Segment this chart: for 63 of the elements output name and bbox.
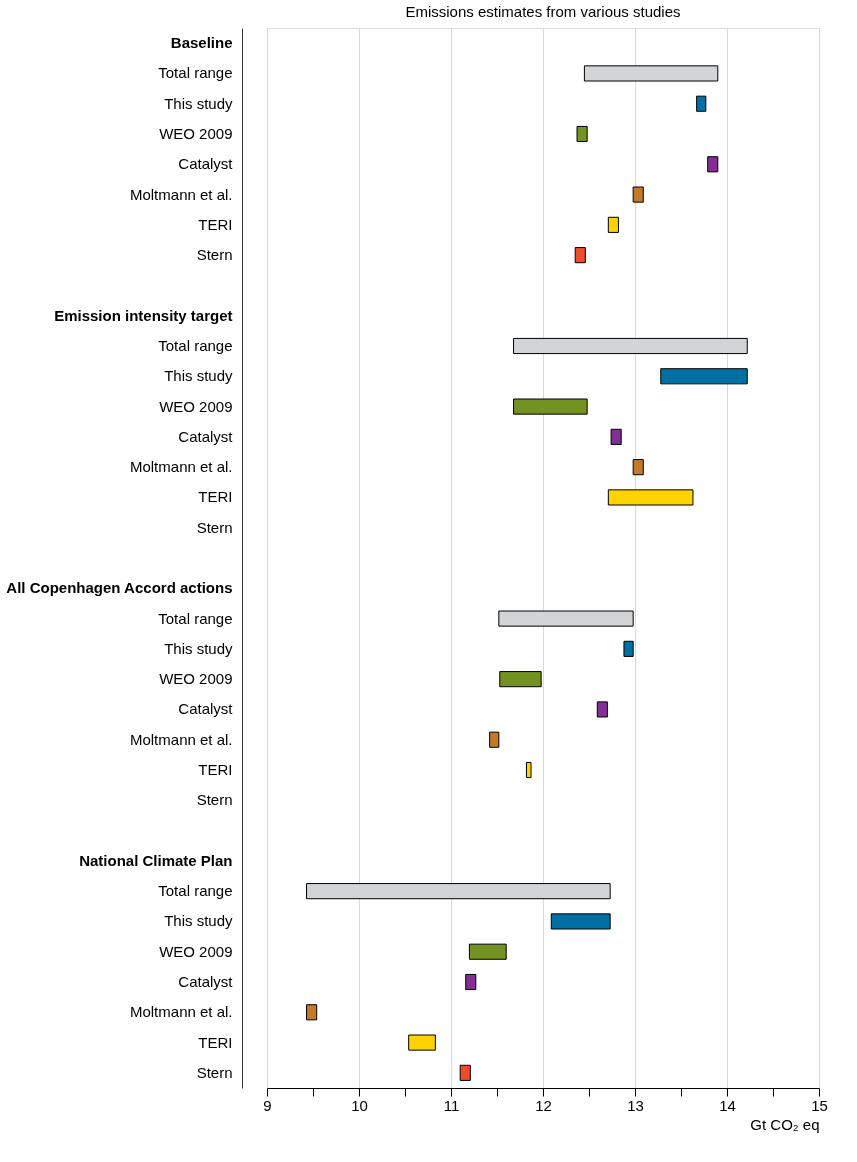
bar (574, 247, 586, 264)
y-tick-label: WEO 2009 (159, 125, 233, 142)
y-tick-label: Total range (158, 882, 233, 900)
y-tick-label: WEO 2009 (159, 942, 233, 960)
bar (513, 398, 588, 415)
y-tick-label: WEO 2009 (159, 670, 233, 688)
y-tick-label: TERI (198, 1033, 233, 1051)
bar (632, 186, 644, 203)
y-tick-label: TERI (198, 488, 233, 506)
x-tick-label: 9 (263, 1096, 272, 1114)
y-tick-label: Moltmann et al. (129, 1003, 233, 1021)
x-tick-label: 11 (443, 1096, 460, 1114)
y-tick-label: Total range (158, 609, 233, 627)
bar (707, 156, 719, 173)
bar (499, 671, 542, 688)
bar (632, 459, 644, 476)
y-tick-label: Emission intensity target (54, 306, 233, 324)
bar (607, 489, 694, 506)
x-tick-label: 15 (811, 1096, 828, 1114)
y-tick-label: WEO 2009 (159, 397, 233, 415)
chart-title: Emissions estimates from various studies (405, 3, 681, 20)
x-tick-label: 14 (719, 1096, 736, 1114)
bar (610, 428, 622, 445)
x-tick-label: 10 (351, 1096, 368, 1114)
bar (596, 701, 608, 718)
bar (696, 95, 707, 112)
y-tick-label: Moltmann et al. (129, 185, 233, 203)
bar (550, 913, 611, 930)
x-tick-label: 12 (535, 1096, 552, 1114)
bar (408, 1034, 436, 1051)
y-tick-label: Moltmann et al. (129, 730, 233, 748)
bar (607, 216, 619, 233)
bar (465, 973, 477, 991)
y-tick-label: Total range (158, 337, 233, 354)
y-tick-label: Stern (196, 246, 233, 264)
y-tick-label: Catalyst (178, 427, 234, 445)
y-tick-label: Catalyst (178, 700, 234, 718)
bar (623, 640, 634, 657)
y-tick-label: This study (164, 94, 233, 112)
y-tick-label: TERI (198, 761, 233, 778)
x-axis-title: Gt CO₂ eq (750, 1115, 820, 1133)
bar (489, 731, 500, 748)
y-tick-label: Baseline (170, 34, 233, 52)
bar (525, 761, 532, 779)
bar (576, 125, 588, 143)
y-tick-label: All Copenhagen Accord actions (6, 579, 233, 597)
y-tick-label: Stern (196, 791, 233, 809)
y-tick-label: Stern (196, 518, 233, 536)
bar (306, 1004, 318, 1021)
x-tick-label: 13 (627, 1096, 644, 1114)
y-tick-label: This study (164, 912, 233, 930)
y-tick-label: National Climate Plan (79, 851, 233, 869)
y-tick-label: This study (164, 639, 233, 657)
y-tick-label: This study (164, 367, 233, 385)
y-tick-label: Catalyst (178, 973, 234, 990)
bar (660, 368, 748, 385)
y-tick-label: Moltmann et al. (129, 458, 233, 476)
y-tick-label: Total range (158, 64, 233, 82)
y-tick-label: Catalyst (178, 155, 234, 173)
bar (459, 1064, 471, 1081)
y-tick-label: TERI (198, 215, 233, 233)
bar (468, 943, 507, 960)
y-tick-label: Stern (196, 1063, 233, 1081)
